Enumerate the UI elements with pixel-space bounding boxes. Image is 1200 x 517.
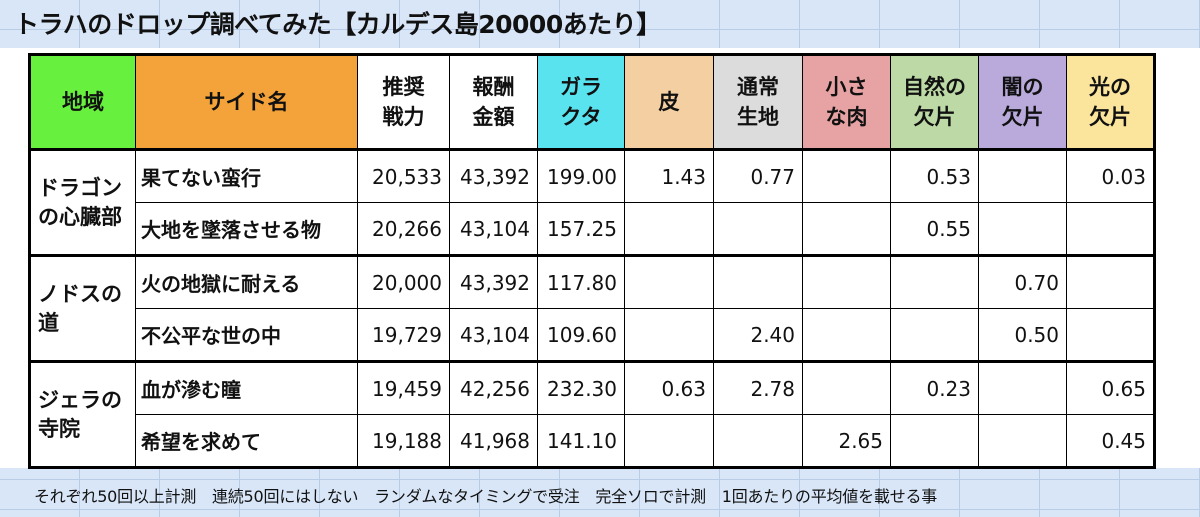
cell-nature[interactable] (890, 308, 979, 362)
side-name-cell[interactable]: 火の地獄に耐える (135, 254, 358, 309)
cell-meat[interactable] (802, 308, 891, 362)
cell-leather[interactable] (624, 202, 714, 256)
footer-note: それぞれ50回以上計測 連続50回にはしない ランダムなタイミングで受注 完全ソ… (34, 487, 938, 506)
side-name-cell[interactable]: 不公平な世の中 (135, 308, 358, 362)
header-light[interactable]: 光の 欠片 (1066, 54, 1155, 150)
region-cell[interactable]: ジェラの寺院 (29, 360, 136, 468)
cell-junk[interactable]: 157.25 (537, 202, 625, 256)
cell-dark[interactable]: 0.70 (978, 254, 1067, 309)
header-power[interactable]: 推奨 戦力 (357, 54, 450, 150)
side-name-cell[interactable]: 大地を墜落させる物 (135, 202, 358, 256)
table-row: 希望を求めて 19,188 41,968 141.10 2.65 0.45 (30, 414, 1155, 468)
cell-junk[interactable]: 141.10 (537, 414, 625, 468)
header-row: 地域 サイド名 推奨 戦力 報酬 金額 ガラ クタ皮通常 生地 小さ な肉 自然の 欠片 闇の… (29, 54, 1155, 150)
header-meat[interactable]: 小さ な肉 (802, 54, 891, 150)
cell-dark[interactable] (978, 202, 1067, 256)
cell-power[interactable]: 19,188 (357, 414, 450, 468)
cell-meat[interactable] (802, 202, 891, 256)
table-row: ノドスの道 火の地獄に耐える 20,000 43,392 117.80 0.70 (29, 254, 1155, 362)
cell-cloth[interactable]: 2.40 (713, 308, 803, 362)
cell-light[interactable]: 0.45 (1066, 414, 1155, 468)
header-junk[interactable]: ガラ クタ (537, 54, 625, 150)
header-dark[interactable]: 闇の 欠片 (978, 54, 1067, 150)
cell-reward[interactable]: 43,104 (449, 308, 538, 362)
side-name-cell[interactable]: 果てない蛮行 (135, 148, 358, 203)
cell-nature[interactable] (890, 254, 979, 309)
table-row: ジェラの寺院 血が滲む瞳 19,459 42,256 232.30 0.63 2.78 0.2… (29, 360, 1155, 468)
cell-meat[interactable]: 2.65 (802, 414, 891, 468)
cell-cloth[interactable] (713, 414, 803, 468)
cell-cloth[interactable]: 0.77 (713, 148, 803, 203)
table-row: ドラゴンの心臓部 果てない蛮行 20,533 43,392 199.00 1.43 0.77… (29, 148, 1155, 256)
table-panel: 地域 サイド名 推奨 戦力 報酬 金額 ガラ クタ皮通常 生地 小さ な肉 自然の 欠片 闇の… (0, 48, 1200, 469)
cell-junk[interactable]: 109.60 (537, 308, 625, 362)
cell-power[interactable]: 19,729 (357, 308, 450, 362)
cell-light[interactable]: 0.03 (1066, 148, 1155, 203)
cell-light[interactable] (1066, 308, 1155, 362)
cell-leather[interactable]: 0.63 (624, 360, 714, 415)
cell-cloth[interactable] (713, 254, 803, 309)
header-region[interactable]: 地域 (29, 54, 136, 150)
cell-light[interactable] (1066, 202, 1155, 256)
cell-leather[interactable] (624, 308, 714, 362)
side-name-cell[interactable]: 血が滲む瞳 (135, 360, 358, 415)
cell-reward[interactable]: 43,104 (449, 202, 538, 256)
cell-reward[interactable]: 43,392 (449, 148, 538, 203)
header-cloth[interactable]: 通常 生地 (713, 54, 803, 150)
cell-junk[interactable]: 232.30 (537, 360, 625, 415)
cell-power[interactable]: 19,459 (357, 360, 450, 415)
cell-dark[interactable] (978, 148, 1067, 203)
cell-dark[interactable]: 0.50 (978, 308, 1067, 362)
cell-leather[interactable] (624, 254, 714, 309)
cell-meat[interactable] (802, 360, 891, 415)
cell-cloth[interactable] (713, 202, 803, 256)
cell-reward[interactable]: 41,968 (449, 414, 538, 468)
cell-leather[interactable] (624, 414, 714, 468)
header-leather[interactable]: 皮 (624, 54, 714, 150)
region-cell[interactable]: ノドスの道 (29, 254, 136, 362)
cell-nature[interactable]: 0.23 (890, 360, 979, 415)
cell-reward[interactable]: 43,392 (449, 254, 538, 309)
cell-nature[interactable] (890, 414, 979, 468)
table-body: ドラゴンの心臓部 果てない蛮行 20,533 43,392 199.00 1.43 0.77… (29, 148, 1155, 468)
table-row: 不公平な世の中 19,729 43,104 109.60 2.40 0.50 (30, 308, 1155, 362)
cell-nature[interactable]: 0.55 (890, 202, 979, 256)
cell-nature[interactable]: 0.53 (890, 148, 979, 203)
drop-table: 地域 サイド名 推奨 戦力 報酬 金額 ガラ クタ皮通常 生地 小さ な肉 自然の 欠片 闇の… (28, 53, 1156, 469)
side-name-cell[interactable]: 希望を求めて (135, 414, 358, 468)
cell-cloth[interactable]: 2.78 (713, 360, 803, 415)
region-cell[interactable]: ドラゴンの心臓部 (29, 148, 136, 256)
cell-dark[interactable] (978, 414, 1067, 468)
cell-leather[interactable]: 1.43 (624, 148, 714, 203)
cell-junk[interactable]: 117.80 (537, 254, 625, 309)
cell-reward[interactable]: 42,256 (449, 360, 538, 415)
cell-power[interactable]: 20,533 (357, 148, 450, 203)
cell-meat[interactable] (802, 148, 891, 203)
cell-dark[interactable] (978, 360, 1067, 415)
sheet-title: トラハのドロップ調べてみた【カルデス島20000あたり】 (14, 10, 661, 39)
header-side[interactable]: サイド名 (135, 54, 358, 150)
table-row: 大地を墜落させる物 20,266 43,104 157.25 0.55 (30, 202, 1155, 256)
cell-light[interactable]: 0.65 (1066, 360, 1155, 415)
cell-junk[interactable]: 199.00 (537, 148, 625, 203)
header-nature[interactable]: 自然の 欠片 (890, 54, 979, 150)
cell-light[interactable] (1066, 254, 1155, 309)
cell-power[interactable]: 20,266 (357, 202, 450, 256)
header-reward[interactable]: 報酬 金額 (449, 54, 538, 150)
cell-power[interactable]: 20,000 (357, 254, 450, 309)
cell-meat[interactable] (802, 254, 891, 309)
